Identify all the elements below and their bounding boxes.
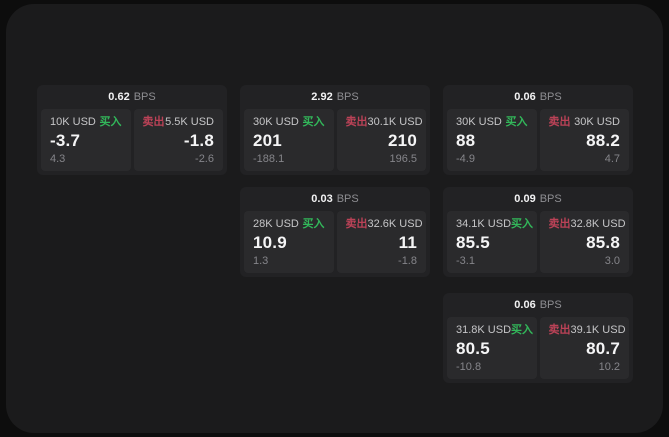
bps-header: 0.09 BPS: [443, 187, 633, 211]
sell-change: -1.8: [398, 255, 417, 267]
sell-pane[interactable]: 卖出 32.6K USD 11 -1.8: [336, 211, 426, 273]
buy-change: 4.3: [50, 153, 66, 165]
sell-price: 80.7: [586, 338, 620, 358]
bps-unit: BPS: [133, 90, 156, 103]
sell-change: 4.7: [604, 153, 620, 165]
buy-price: 88: [456, 130, 476, 150]
card-body: 30K USD 买入 201 -188.1 卖出 30.1K USD 210 1…: [240, 109, 430, 175]
buy-label: 买入: [511, 218, 534, 230]
card-body: 31.8K USD 买入 80.5 -10.8 卖出 39.1K USD 80.…: [443, 317, 633, 383]
sell-size: 39.1K USD: [570, 324, 626, 336]
quote-board-panel: 0.62 BPS 10K USD 买入 -3.7 4.3 卖出 5.5K USD: [6, 4, 663, 433]
sell-size: 30.1K USD: [367, 116, 423, 128]
buy-price: 85.5: [456, 232, 490, 252]
sell-label: 卖出: [548, 324, 571, 336]
buy-price: 201: [253, 130, 282, 150]
buy-price: -3.7: [50, 130, 81, 150]
sell-size: 32.8K USD: [570, 218, 626, 230]
bps-value: 0.06: [514, 298, 536, 311]
sell-size: 30K USD: [574, 116, 620, 128]
sell-change: 196.5: [389, 153, 417, 165]
buy-label: 买入: [505, 116, 528, 128]
buy-size: 30K USD: [253, 116, 299, 128]
sell-change: 10.2: [598, 361, 620, 373]
quote-card: 0.06 BPS 30K USD 买入 88 -4.9 卖出 30K USD: [443, 85, 633, 175]
buy-size: 30K USD: [456, 116, 502, 128]
buy-pane[interactable]: 10K USD 买入 -3.7 4.3: [41, 109, 131, 171]
card-body: 28K USD 买入 10.9 1.3 卖出 32.6K USD 11 -1.8: [240, 211, 430, 277]
sell-pane[interactable]: 卖出 30.1K USD 210 196.5: [336, 109, 426, 171]
bps-unit: BPS: [539, 90, 562, 103]
buy-pane[interactable]: 34.1K USD 买入 85.5 -3.1: [447, 211, 537, 273]
card-body: 30K USD 买入 88 -4.9 卖出 30K USD 88.2 4.7: [443, 109, 633, 175]
sell-price: 88.2: [586, 130, 620, 150]
card-body: 10K USD 买入 -3.7 4.3 卖出 5.5K USD -1.8 -2.…: [37, 109, 227, 175]
bps-header: 0.62 BPS: [37, 85, 227, 109]
bps-unit: BPS: [539, 192, 562, 205]
buy-change: -3.1: [456, 255, 475, 267]
bps-unit: BPS: [336, 90, 359, 103]
buy-change: -4.9: [456, 153, 475, 165]
bps-value: 0.03: [311, 192, 333, 205]
buy-size: 10K USD: [50, 116, 96, 128]
buy-label: 买入: [99, 116, 122, 128]
buy-size: 28K USD: [253, 218, 299, 230]
buy-change: 1.3: [253, 255, 269, 267]
bps-value: 2.92: [311, 90, 333, 103]
bps-value: 0.09: [514, 192, 536, 205]
bps-unit: BPS: [336, 192, 359, 205]
buy-price: 80.5: [456, 338, 490, 358]
bps-value: 0.06: [514, 90, 536, 103]
bps-header: 0.03 BPS: [240, 187, 430, 211]
sell-price: 85.8: [586, 232, 620, 252]
quote-card: 0.09 BPS 34.1K USD 买入 85.5 -3.1 卖出 32.8K…: [443, 187, 633, 277]
quote-card: 0.62 BPS 10K USD 买入 -3.7 4.3 卖出 5.5K USD: [37, 85, 227, 175]
quote-card: 0.06 BPS 31.8K USD 买入 80.5 -10.8 卖出 39.1…: [443, 293, 633, 383]
buy-pane[interactable]: 31.8K USD 买入 80.5 -10.8: [447, 317, 537, 379]
bps-header: 0.06 BPS: [443, 293, 633, 317]
buy-size: 34.1K USD: [456, 218, 512, 230]
buy-label: 买入: [302, 116, 325, 128]
buy-change: -10.8: [456, 361, 482, 373]
buy-label: 买入: [302, 218, 325, 230]
sell-price: -1.8: [183, 130, 214, 150]
sell-size: 5.5K USD: [165, 116, 214, 128]
bps-header: 0.06 BPS: [443, 85, 633, 109]
sell-label: 卖出: [345, 116, 368, 128]
buy-label: 买入: [511, 324, 534, 336]
sell-label: 卖出: [548, 218, 571, 230]
sell-pane[interactable]: 卖出 32.8K USD 85.8 3.0: [539, 211, 629, 273]
quote-card: 0.03 BPS 28K USD 买入 10.9 1.3 卖出 32.6K US…: [240, 187, 430, 277]
buy-pane[interactable]: 30K USD 买入 88 -4.9: [447, 109, 537, 171]
buy-size: 31.8K USD: [456, 324, 512, 336]
sell-change: 3.0: [604, 255, 620, 267]
sell-price: 210: [388, 130, 417, 150]
buy-change: -188.1: [253, 153, 285, 165]
sell-price: 11: [398, 232, 417, 252]
bps-header: 2.92 BPS: [240, 85, 430, 109]
quote-card: 2.92 BPS 30K USD 买入 201 -188.1 卖出 30.1K …: [240, 85, 430, 175]
sell-label: 卖出: [142, 116, 165, 128]
card-body: 34.1K USD 买入 85.5 -3.1 卖出 32.8K USD 85.8…: [443, 211, 633, 277]
bps-value: 0.62: [108, 90, 130, 103]
sell-pane[interactable]: 卖出 30K USD 88.2 4.7: [539, 109, 629, 171]
sell-label: 卖出: [345, 218, 368, 230]
sell-pane[interactable]: 卖出 5.5K USD -1.8 -2.6: [133, 109, 223, 171]
sell-size: 32.6K USD: [367, 218, 423, 230]
bps-unit: BPS: [539, 298, 562, 311]
buy-pane[interactable]: 28K USD 买入 10.9 1.3: [244, 211, 334, 273]
buy-price: 10.9: [253, 232, 287, 252]
buy-pane[interactable]: 30K USD 买入 201 -188.1: [244, 109, 334, 171]
sell-pane[interactable]: 卖出 39.1K USD 80.7 10.2: [539, 317, 629, 379]
sell-label: 卖出: [548, 116, 571, 128]
sell-change: -2.6: [195, 153, 214, 165]
